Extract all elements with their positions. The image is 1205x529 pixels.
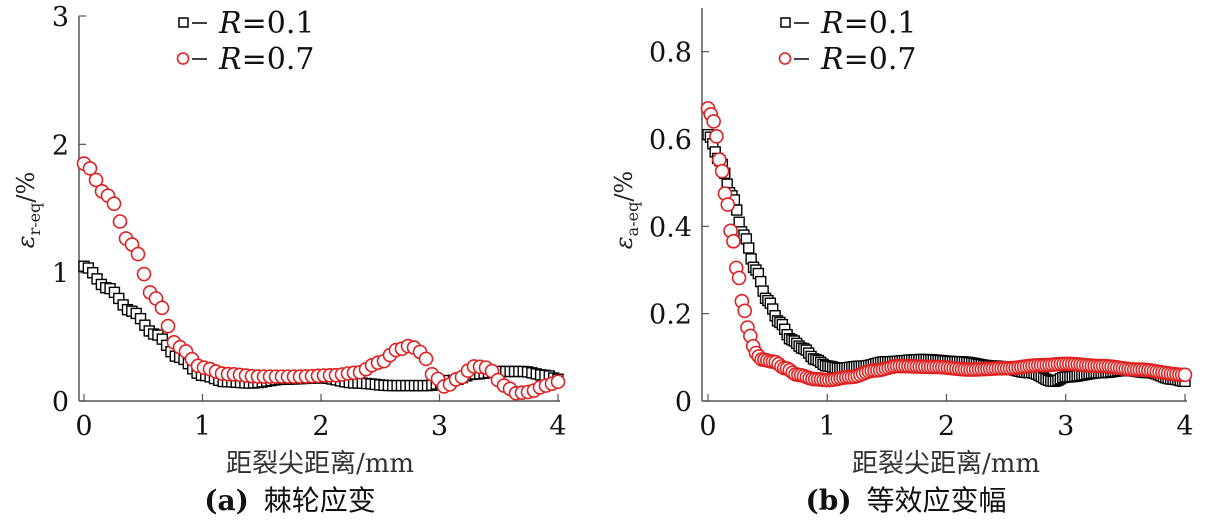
x-tick-label: 0 bbox=[699, 411, 716, 442]
legend-item: R=0.1 bbox=[178, 6, 314, 41]
panel-b-ylabel-symbol: ε bbox=[610, 236, 638, 249]
data-point-square bbox=[743, 242, 755, 254]
svg-text:(a) 棘轮应变: (a) 棘轮应变 bbox=[204, 484, 376, 517]
panel-a-ylabel-unit: /% bbox=[12, 172, 40, 203]
y-tick-label: 2 bbox=[52, 130, 69, 161]
panel-a-caption-text: 棘轮应变 bbox=[264, 484, 376, 517]
legend-item: R=0.1 bbox=[780, 6, 916, 41]
panel-a-axes: 0 1 2 3 4 0 1 2 3 bbox=[52, 2, 567, 442]
legend-label: R=0.7 bbox=[820, 42, 916, 77]
data-point-square bbox=[755, 275, 767, 288]
data-point-circle bbox=[706, 114, 721, 129]
svg-text:εa-eq/%: εa-eq/% bbox=[610, 171, 642, 249]
panel-a-y-axis-label: εr-eq/% bbox=[12, 172, 44, 249]
data-point-circle bbox=[160, 318, 176, 334]
x-tick-label: 1 bbox=[194, 411, 211, 442]
x-tick-label: 1 bbox=[819, 411, 836, 442]
panel-a-x-axis-label: 距裂尖距离/mm bbox=[226, 449, 414, 479]
data-point-circle bbox=[714, 163, 730, 179]
x-tick-label: 3 bbox=[1057, 411, 1074, 442]
legend-item: R=0.7 bbox=[176, 42, 314, 77]
panel-b-ylabel-subscript: a-eq bbox=[623, 202, 642, 237]
panel-b-ylabel-unit: /% bbox=[610, 171, 638, 202]
panel-b-legend: R=0.1R=0.7 bbox=[778, 6, 916, 77]
panel-b-plot-area bbox=[700, 101, 1193, 388]
data-point-circle bbox=[136, 266, 152, 282]
series-r-0-7 bbox=[76, 156, 566, 401]
panel-a-ylabel-symbol: ε bbox=[12, 235, 40, 248]
y-tick-label: 0.4 bbox=[649, 212, 692, 243]
data-point-circle bbox=[82, 161, 98, 176]
x-tick-label: 0 bbox=[75, 411, 92, 442]
data-point-circle bbox=[418, 351, 434, 367]
y-tick-label: 1 bbox=[52, 259, 69, 290]
y-tick-label: 0.2 bbox=[649, 300, 692, 331]
y-tick-label: 0.8 bbox=[649, 38, 692, 69]
legend-item: R=0.7 bbox=[778, 42, 916, 77]
y-tick-label: 0.6 bbox=[649, 125, 692, 156]
data-point-circle bbox=[550, 374, 566, 390]
panel-b-caption-text: 等效应变幅 bbox=[866, 484, 1006, 517]
data-point-circle bbox=[88, 172, 104, 188]
legend-label: R=0.7 bbox=[218, 42, 314, 77]
panel-b-axes: 0 1 2 3 4 0 0.2 0.4 0.6 0.8 bbox=[649, 8, 1194, 442]
panel-b-caption-letter: (b) bbox=[806, 484, 852, 517]
data-point-circle bbox=[106, 196, 122, 211]
panel-b-y-axis-label: εa-eq/% bbox=[610, 171, 642, 249]
data-point-circle bbox=[731, 270, 747, 286]
svg-text:(b) 等效应变幅: (b) 等效应变幅 bbox=[806, 484, 1007, 517]
legend-square-marker-icon bbox=[780, 17, 791, 28]
x-tick-label: 2 bbox=[312, 411, 329, 442]
legend-square-marker-icon bbox=[178, 17, 189, 28]
data-point-circle bbox=[1177, 367, 1193, 383]
data-point-circle bbox=[720, 197, 736, 212]
y-tick-label: 3 bbox=[52, 2, 69, 33]
panel-a-legend: R=0.1R=0.7 bbox=[176, 6, 314, 77]
y-tick-label: 0 bbox=[52, 387, 69, 418]
y-tick-label: 0 bbox=[675, 387, 692, 418]
x-tick-label: 3 bbox=[431, 411, 448, 442]
panel-a-ratcheting-strain-chart: 0 1 2 3 4 0 1 2 3 R=0.1R=0.7 距裂尖距离/mm (a) 棘轮应变 ε… bbox=[12, 2, 567, 517]
data-point-circle bbox=[130, 246, 146, 262]
data-point-circle bbox=[112, 214, 128, 229]
data-point-circle bbox=[154, 300, 170, 316]
panel-b-equivalent-strain-amplitude-chart: 0 1 2 3 4 0 0.2 0.4 0.6 0.8 R=0.1R=0.7 距裂尖距离/mm (… bbox=[610, 6, 1194, 517]
x-tick-label: 2 bbox=[938, 411, 955, 442]
data-point-circle bbox=[726, 233, 741, 249]
panel-b-x-axis-label: 距裂尖距离/mm bbox=[852, 449, 1040, 479]
series-r-0-7 bbox=[700, 101, 1193, 388]
data-point-circle bbox=[737, 303, 752, 319]
panel-a-plot-area bbox=[76, 156, 566, 401]
legend-circle-marker-icon bbox=[778, 52, 792, 65]
panel-b-caption: (b) 等效应变幅 bbox=[806, 484, 1007, 517]
panel-a-caption-letter: (a) bbox=[204, 484, 249, 517]
legend-circle-marker-icon bbox=[176, 52, 190, 65]
panel-a-ylabel-subscript: r-eq bbox=[25, 203, 44, 236]
data-point-circle bbox=[709, 129, 724, 144]
svg-text:εr-eq/%: εr-eq/% bbox=[12, 172, 44, 249]
x-tick-label: 4 bbox=[549, 411, 566, 442]
series-r-0-1 bbox=[702, 128, 1191, 388]
panel-a-caption: (a) 棘轮应变 bbox=[204, 484, 376, 517]
legend-label: R=0.1 bbox=[820, 6, 916, 41]
x-tick-label: 4 bbox=[1176, 411, 1193, 442]
legend-label: R=0.1 bbox=[218, 6, 314, 41]
